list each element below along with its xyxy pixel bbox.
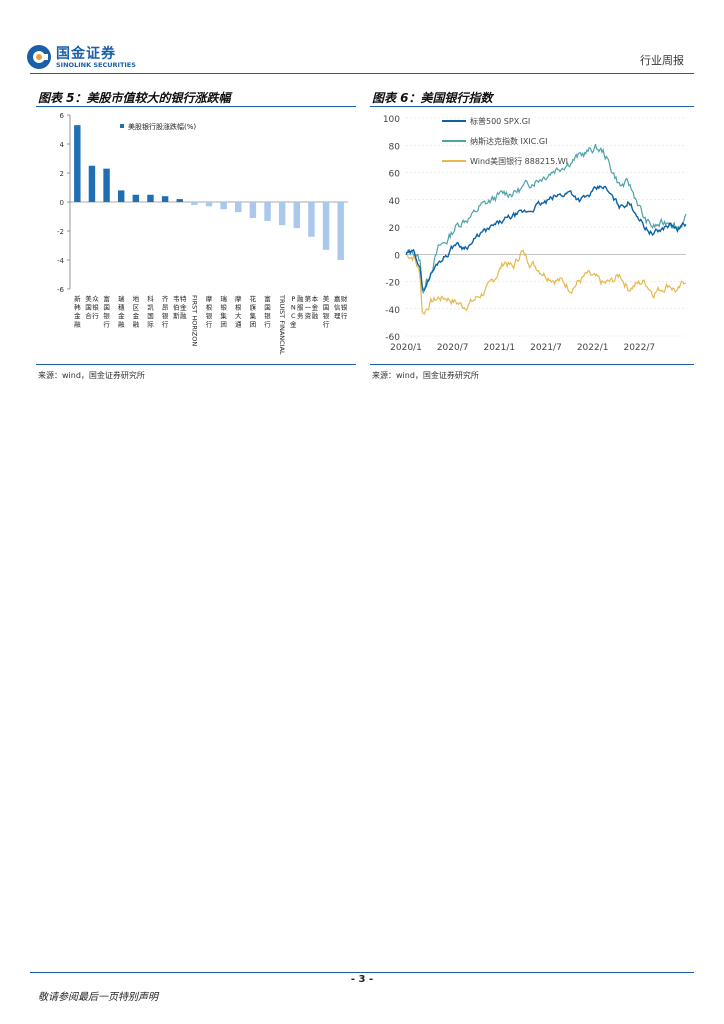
footer-disclaimer: 敬请参阅最后一页特别声明 xyxy=(38,992,158,1003)
bar xyxy=(176,199,183,202)
series-wind-line xyxy=(405,249,687,315)
category-label: 摩根银行 xyxy=(206,294,213,329)
bar xyxy=(117,190,125,202)
category-label: 韦伯斯特金融 xyxy=(173,294,187,320)
bar xyxy=(235,202,242,213)
logo-text-cn: 国金证券 xyxy=(56,46,116,62)
logo-icon xyxy=(27,45,51,69)
legend-label: 美股银行股涨跌幅(%) xyxy=(128,122,196,131)
figure5-title-line xyxy=(36,106,356,107)
category-label: 新韩金融 xyxy=(74,294,81,329)
page-number: - 3 - xyxy=(350,974,374,985)
y-tick-label: 0 xyxy=(60,199,64,207)
y-tick-label: -40 xyxy=(385,306,400,316)
bar xyxy=(337,202,344,260)
y-tick-label: -20 xyxy=(385,279,400,289)
category-label: 科凯国际 xyxy=(147,294,154,329)
bar xyxy=(103,168,110,202)
category-label: 第一资本金融 xyxy=(305,294,319,320)
x-tick-label: 2022/7 xyxy=(623,343,655,353)
y-tick-label: 100 xyxy=(383,115,400,125)
y-tick-label: -6 xyxy=(57,286,65,294)
y-tick-label: 0 xyxy=(394,251,400,261)
series-spx-line xyxy=(405,185,687,292)
category-label: FIRST HORIZON xyxy=(190,295,198,346)
legend-marker xyxy=(120,124,124,128)
bar xyxy=(132,194,140,202)
figure5-title: 图表 5：美股市值较大的银行涨跌幅 xyxy=(38,91,231,105)
legend-label: Wind美国银行 888215.WI xyxy=(470,156,568,166)
bar xyxy=(322,202,330,250)
bar xyxy=(205,202,213,207)
y-tick-label: 6 xyxy=(60,112,65,120)
figure6-title-line xyxy=(370,106,694,107)
category-label: 花旗集团 xyxy=(250,294,257,329)
line-chart: -60 -40 -20 0 20 40 60 80 100 2020/1 2020/7 2021/1 2… xyxy=(383,115,687,353)
x-tick-label: 2020/1 xyxy=(390,343,422,353)
bar xyxy=(264,202,271,221)
y-tick-label: 60 xyxy=(389,170,401,180)
category-label: 富国银行 xyxy=(264,294,271,329)
x-tick-label: 2021/1 xyxy=(483,343,515,353)
bar xyxy=(74,125,81,202)
y-tick-label: 40 xyxy=(389,197,401,207)
logo-text-en: SINOLINK SECURITIES xyxy=(56,61,136,69)
category-label: 地区金融 xyxy=(133,294,140,329)
category-label: 齐昂银行 xyxy=(162,294,169,329)
y-tick-label: 2 xyxy=(60,170,64,178)
y-tick-label: 80 xyxy=(389,142,401,152)
bar xyxy=(249,202,257,218)
series-ixic-line xyxy=(405,143,687,295)
bar xyxy=(220,202,227,210)
y-tick-label: -60 xyxy=(385,333,400,343)
y-tick-label: -4 xyxy=(57,257,65,265)
figure5-source-line xyxy=(36,364,356,365)
category-label: 美国合众银行 xyxy=(85,294,99,320)
y-tick-label: -2 xyxy=(57,228,64,236)
legend-label: 标普500 SPX.GI xyxy=(470,116,530,126)
bar xyxy=(308,202,315,237)
x-tick-label: 2022/1 xyxy=(577,343,609,353)
y-tick-label: 4 xyxy=(60,141,65,149)
category-label: P N C 金融服务 xyxy=(290,294,304,329)
bar xyxy=(278,202,286,226)
category-label: 摩根大通 xyxy=(235,294,242,329)
bar xyxy=(147,194,154,202)
bar-chart: -6-4-20246新韩金融美国合众银行富国银行瑞穗金融地区金融科凯国际齐昂银行… xyxy=(57,112,348,355)
figure6-source-line xyxy=(370,364,694,365)
header-divider xyxy=(30,73,694,74)
footer-divider xyxy=(30,972,694,973)
x-tick-label: 2021/7 xyxy=(530,343,562,353)
y-tick-label: 20 xyxy=(389,224,401,234)
category-label: TRUIST FINANCIAL xyxy=(278,294,286,355)
x-tick-label: 2020/7 xyxy=(437,343,469,353)
category-label: 瑞穗金融 xyxy=(118,294,125,329)
section-title: 行业周报 xyxy=(640,54,684,67)
category-label: 瑞银集团 xyxy=(220,294,227,329)
figure6-title: 图表 6：美国银行指数 xyxy=(372,91,493,105)
category-label: 富国银行 xyxy=(103,294,110,329)
bar xyxy=(191,202,198,205)
figure5-source: 来源：wind，国金证券研究所 xyxy=(38,371,145,380)
category-label: 美国银行 xyxy=(323,294,330,329)
figure6-source: 来源：wind，国金证券研究所 xyxy=(372,371,479,380)
bar xyxy=(88,165,96,202)
legend-label: 纳斯达克指数 IXIC.GI xyxy=(470,136,547,146)
bar xyxy=(161,196,169,202)
bar xyxy=(293,202,301,229)
category-label: 嘉信理财银行 xyxy=(334,294,348,320)
